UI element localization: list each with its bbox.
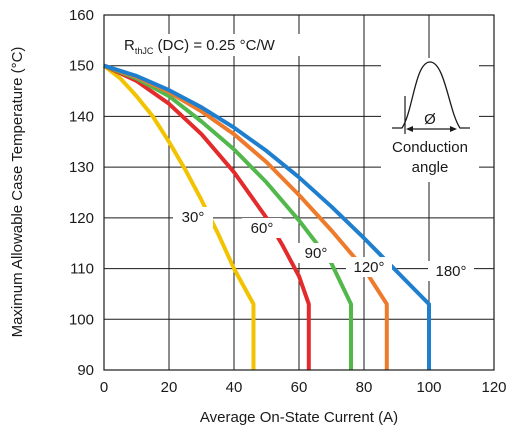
series-lines [102,63,431,370]
y-tick-label: 90 [77,362,94,379]
y-tick-label: 160 [69,7,94,24]
series-label-180: 180° [435,263,466,280]
y-tick-label: 120 [69,210,94,227]
inset-arrow-left-head [406,126,413,132]
series-label-30: 30° [182,209,205,226]
series-label-90: 90° [305,245,328,262]
label-bg-30 [173,207,213,227]
x-tick-label: 60 [291,379,308,396]
x-tick-label: 100 [416,379,441,396]
y-tick-label: 140 [69,108,94,125]
x-tick-label: 120 [481,379,506,396]
inset-symbol: Ø [424,111,436,128]
inset-caption-line1: Conduction [392,139,468,156]
series-labels: 30° 60° 90° 120° 180° [173,207,474,281]
conduction-angle-inset: Ø Conduction angle [381,58,479,182]
tick-labels: 0 20 40 60 80 100 120 90 100 110 120 130 140 150 160 [69,7,507,396]
rth-annotation-bg [119,34,319,56]
series-line-1 [103,63,311,370]
rth-annotation-sub: thJC [135,46,154,56]
series-line-4 [103,63,431,370]
series-line-0 [102,64,256,370]
y-tick-label: 110 [70,261,94,278]
y-axis-label: Maximum Allowable Case Temperature (°C) [9,47,26,338]
series-label-60: 60° [251,220,274,237]
inset-caption-line2: angle [412,159,449,176]
rth-annotation-main: R [124,37,135,54]
label-bg-120 [346,257,392,277]
y-tick-label: 130 [69,159,94,176]
plot-frame [103,14,495,371]
inset-sine-icon [392,61,470,129]
y-tick-label: 100 [69,311,94,328]
series-line-2 [103,63,353,370]
label-bg-180 [428,261,474,281]
series-label-120: 120° [353,259,384,276]
x-tick-label: 80 [356,379,373,396]
inset-bg [381,58,479,182]
y-tick-label: 150 [69,58,94,75]
inset-arrow-right-head [450,126,457,132]
x-axis-label: Average On-State Current (A) [200,409,398,426]
x-tick-label: 20 [161,379,178,396]
x-tick-label: 40 [226,379,243,396]
label-bg-60 [242,218,282,238]
x-tick-label: 0 [100,379,108,396]
rth-annotation-rest: (DC) = 0.25 °C/W [153,37,275,54]
rth-annotation: RthJC (DC) = 0.25 °C/W [124,37,276,56]
label-bg-90 [297,243,335,263]
